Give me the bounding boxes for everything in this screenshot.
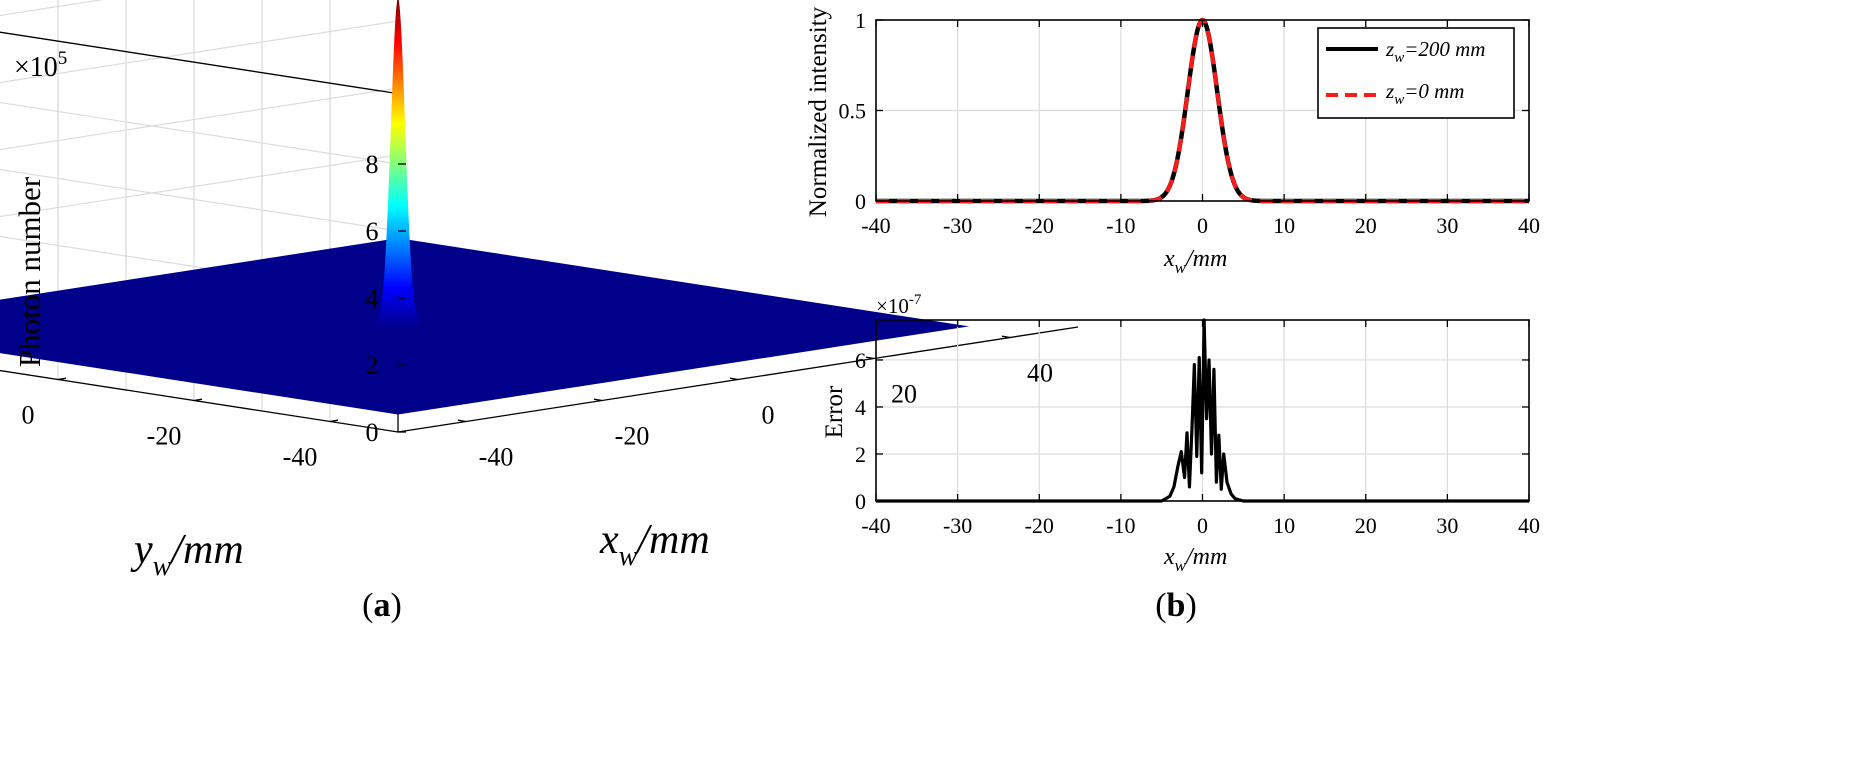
surface-floor (0, 238, 970, 415)
grid-line (0, 20, 399, 84)
y-tick-label: 0 (855, 489, 866, 514)
z-tick-label: 4 (366, 284, 379, 313)
error-exponent: ×10-7 (876, 292, 922, 318)
panel-a-y-axis-label: yw/mm (130, 527, 244, 582)
z-tick-label: 0 (366, 418, 379, 447)
x-tick-label: 40 (1518, 513, 1540, 538)
x-tick-label: -20 (1025, 513, 1054, 538)
intensity-y-axis-label: Normalized intensity (805, 6, 832, 217)
x-tick-label: 40 (1027, 359, 1053, 388)
x-tick-label: 0 (762, 401, 775, 430)
error-x-axis-label: xw/mm (1163, 544, 1227, 575)
legend-box (1317, 27, 1515, 119)
intensity-tick-labels: -40 -30 -20 -10 0 10 20 30 40 0 0.5 1 (839, 8, 1541, 238)
y-tick-label: 0 (22, 401, 35, 430)
grid-line (0, 0, 105, 17)
y-tick-label: 1 (855, 8, 866, 33)
error-tick-labels: -40 -30 -20 -10 0 10 20 30 40 0 2 4 6 (855, 320, 1540, 538)
x-tick-mark (593, 398, 603, 402)
intensity-x-axis-label: xw/mm (1163, 246, 1227, 277)
x-tick-mark (457, 419, 467, 423)
intensity-legend: zw=200 mm zw=0 mm (1317, 27, 1515, 119)
x-tick-label: 30 (1436, 513, 1458, 538)
y-tick-label: 6 (855, 348, 866, 373)
x-tick-label: -30 (943, 213, 972, 238)
error-series (876, 318, 1529, 503)
grid-line (0, 101, 399, 165)
x-tick-label: 20 (891, 380, 917, 409)
grid-line (0, 154, 399, 218)
x-tick-label: -40 (479, 443, 514, 472)
z-tick-label: 6 (366, 217, 379, 246)
x-tick-label: 0 (1197, 513, 1208, 538)
grid-line (0, 168, 399, 232)
x-tick-label: 20 (1355, 513, 1377, 538)
x-tick-label: -10 (1106, 213, 1135, 238)
x-tick-label: -40 (861, 213, 890, 238)
y-tick-label: 2 (855, 442, 866, 467)
grid-line (0, 87, 399, 151)
x-tick-mark (1001, 335, 1011, 339)
x-tick-label: -20 (615, 422, 650, 451)
error-y-axis-label: Error (821, 385, 848, 438)
y-tick-label: 0 (855, 189, 866, 214)
x-tick-mark (729, 377, 739, 381)
panel-b-caption: (b) (1155, 587, 1197, 624)
x-tick-label: 30 (1436, 213, 1458, 238)
x-tick-label: 40 (1518, 213, 1540, 238)
x-tick-label: -20 (1025, 213, 1054, 238)
panel-a-exponent: ×105 (14, 48, 67, 83)
x-tick-label: -30 (943, 513, 972, 538)
y-tick-label: -20 (147, 422, 182, 451)
x-tick-label: 20 (1355, 213, 1377, 238)
z-tick-label: 8 (366, 150, 379, 179)
panel-a-z-axis-label: Photon number (12, 176, 47, 367)
x-tick-label: 0 (1197, 213, 1208, 238)
y-tick-mark (329, 419, 339, 423)
panel-a-caption: (a) (362, 587, 402, 624)
y-tick-label: -40 (283, 443, 318, 472)
panel-b-intensity-plot: -40 -30 -20 -10 0 10 20 30 40 0 0.5 1 Normalized in… (805, 6, 1540, 277)
x-tick-mark (865, 356, 875, 360)
panel-b-error-plot: -40 -30 -20 -10 0 10 20 30 40 0 2 4 6 ×10-7 Error xw… (821, 292, 1540, 624)
x-tick-label: 10 (1273, 213, 1295, 238)
x-tick-label: 10 (1273, 513, 1295, 538)
y-tick-mark (193, 398, 203, 402)
y-tick-mark (57, 377, 67, 381)
legend-label-z0: zw=0 mm (1385, 79, 1464, 108)
legend-label-z200: zw=200 mm (1385, 37, 1485, 66)
x-tick-label: -10 (1106, 513, 1135, 538)
axis-edge (0, 31, 399, 95)
y-tick-label: 4 (855, 395, 866, 420)
z-tick-label: 2 (366, 351, 379, 380)
panel-a-x-axis-label: xw/mm (599, 517, 710, 572)
y-tick-label: 0.5 (839, 99, 867, 124)
x-tick-label: -40 (861, 513, 890, 538)
